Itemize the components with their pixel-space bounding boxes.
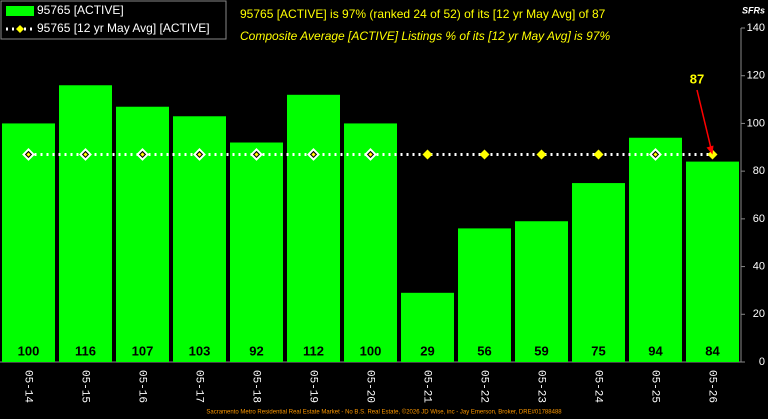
- x-tick-label: 05-17: [193, 370, 205, 403]
- y-tick-label: 100: [747, 117, 765, 129]
- annotation: 87: [690, 71, 704, 86]
- avg-marker: [479, 149, 490, 160]
- legend-swatch: [6, 6, 34, 16]
- avg-marker-center: [368, 152, 373, 157]
- bar: [230, 142, 283, 362]
- y-tick-label: 20: [753, 308, 765, 320]
- avg-marker-center: [83, 152, 88, 157]
- y-tick-label: 0: [759, 356, 765, 368]
- y-tick-label: 60: [753, 213, 765, 225]
- x-tick-label: 05-20: [364, 370, 376, 403]
- legend-box: [0, 0, 227, 40]
- y-tick-label: 80: [753, 165, 765, 177]
- x-tick-label: 05-25: [649, 370, 661, 403]
- avg-marker-center: [653, 152, 658, 157]
- bar: [458, 228, 511, 362]
- data-label: 59: [534, 343, 548, 358]
- data-label: 103: [189, 343, 211, 358]
- x-tick-label: 05-19: [307, 370, 319, 403]
- x-tick-label: 05-15: [79, 370, 91, 403]
- x-tick-label: 05-14: [22, 370, 34, 403]
- chart-title: 95765 [ACTIVE] is 97% (ranked 24 of 52) …: [240, 7, 606, 21]
- footer: Sacramento Metro Residential Real Estate…: [206, 409, 562, 416]
- bar: [401, 292, 454, 362]
- data-label: 29: [420, 343, 434, 358]
- avg-marker: [422, 149, 433, 160]
- data-label: 107: [132, 343, 154, 358]
- bar: [344, 123, 397, 362]
- avg-marker-center: [197, 152, 202, 157]
- x-tick-label: 05-21: [421, 370, 433, 403]
- bar: [515, 221, 568, 362]
- y-tick-label: 40: [753, 260, 765, 272]
- avg-marker-center: [140, 152, 145, 157]
- annotation-arrow: [696, 89, 713, 151]
- avg-marker-center: [254, 152, 259, 157]
- bar: [629, 137, 682, 362]
- data-label: 112: [303, 343, 324, 358]
- data-label: 75: [591, 343, 605, 358]
- x-tick-label: 05-23: [535, 370, 547, 403]
- x-tick-label: 05-26: [706, 370, 718, 403]
- data-label: 84: [705, 343, 720, 358]
- data-label: 92: [249, 343, 263, 358]
- x-tick-label: 05-22: [478, 370, 490, 403]
- avg-marker-center: [26, 152, 31, 157]
- arrow-head: [706, 145, 714, 155]
- data-label: 116: [75, 343, 96, 358]
- x-tick-label: 05-18: [250, 370, 262, 403]
- y-tick-label: 140: [747, 22, 765, 34]
- bar: [686, 161, 739, 362]
- y-axis-label: SFRs: [742, 5, 765, 15]
- legend-marker: [16, 25, 24, 33]
- bar: [2, 123, 55, 362]
- bar: [116, 106, 169, 362]
- x-tick-label: 05-16: [136, 370, 148, 403]
- bar: [287, 94, 340, 363]
- bar: [572, 183, 625, 362]
- data-label: 100: [360, 343, 382, 358]
- data-label: 94: [648, 343, 663, 358]
- avg-marker-center: [311, 152, 316, 157]
- avg-marker: [593, 149, 604, 160]
- avg-marker: [536, 149, 547, 160]
- x-tick-label: 05-24: [592, 370, 604, 403]
- chart-subtitle: Composite Average [ACTIVE] Listings % of…: [240, 29, 610, 43]
- y-tick-label: 120: [747, 70, 765, 82]
- data-label: 100: [18, 343, 40, 358]
- legend-label: 95765 [ACTIVE]: [37, 3, 124, 17]
- data-label: 56: [477, 343, 491, 358]
- legend-label: 95765 [12 yr May Avg] [ACTIVE]: [37, 21, 210, 35]
- bar: [59, 85, 112, 362]
